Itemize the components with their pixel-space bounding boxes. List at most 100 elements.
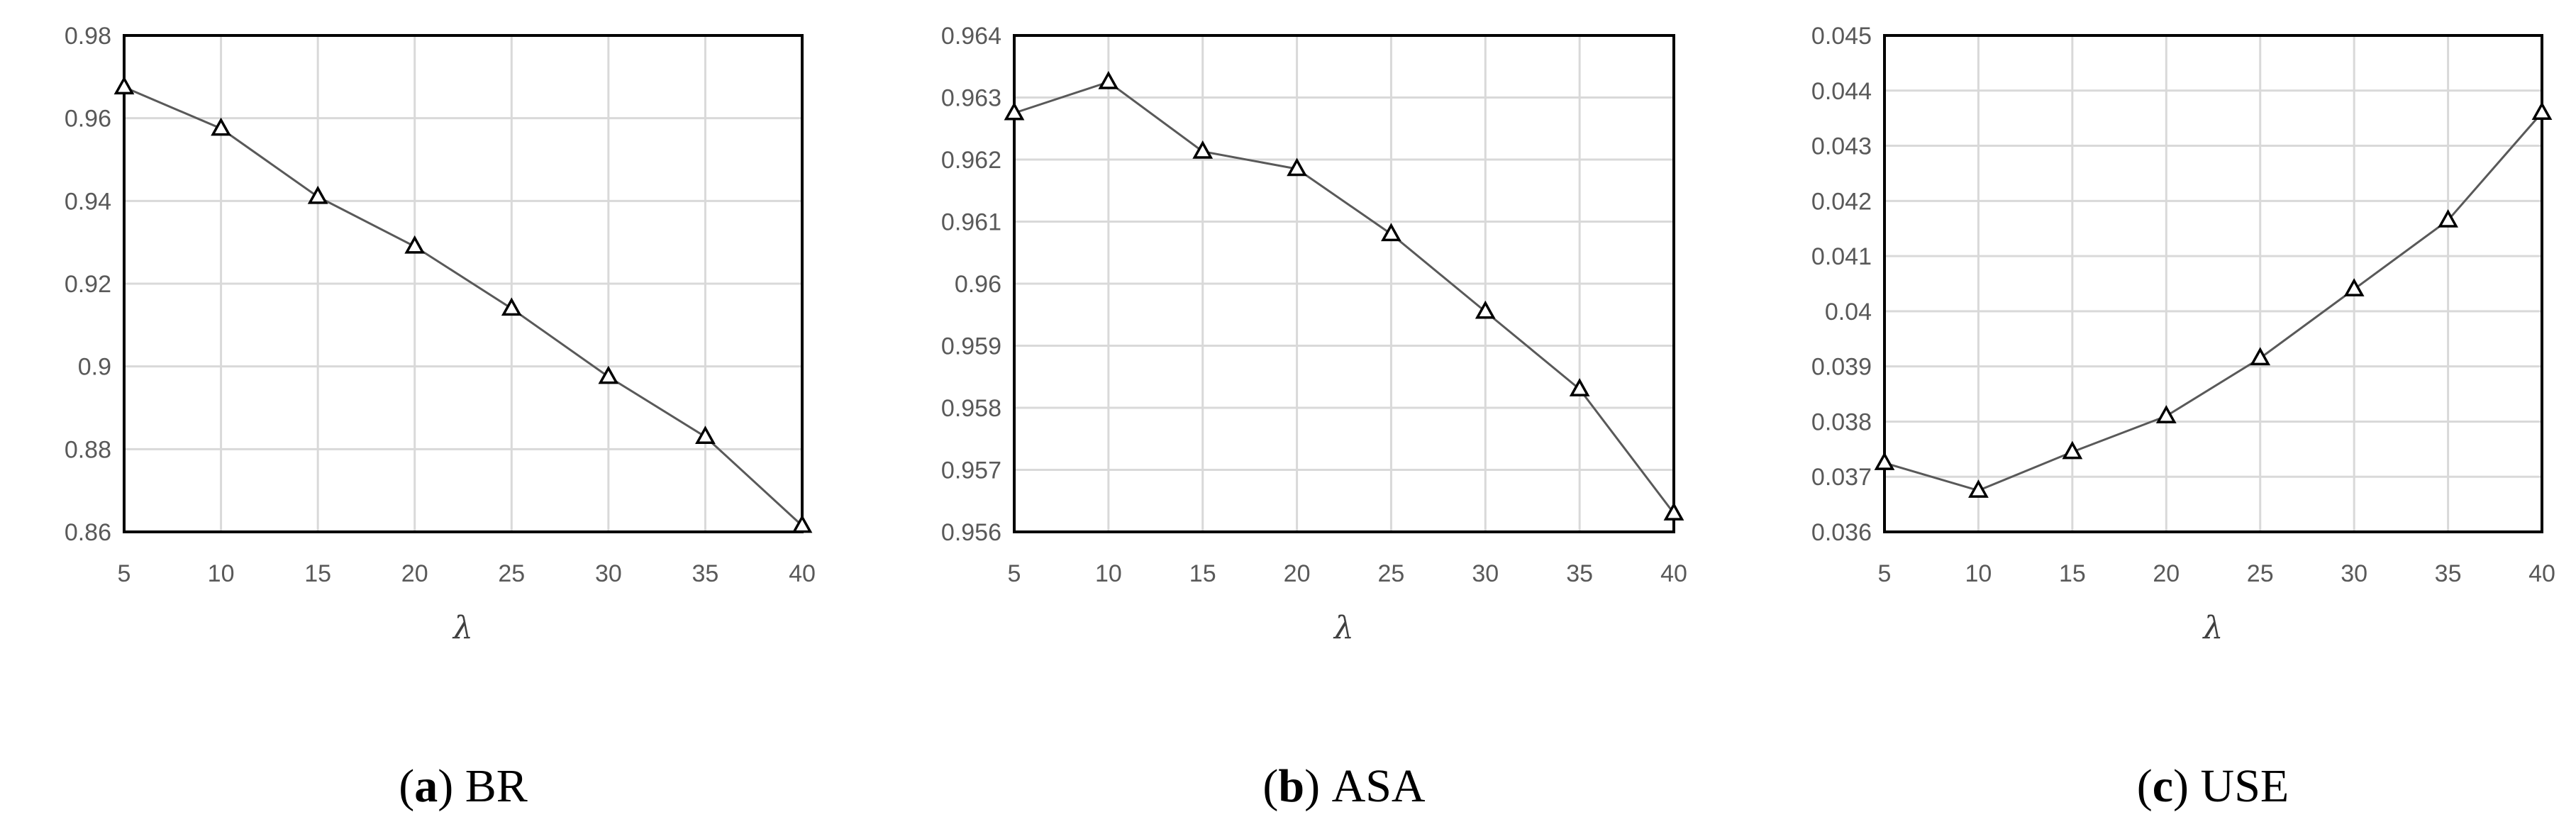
series-line xyxy=(1884,111,2543,492)
data-point-marker xyxy=(113,76,135,95)
caption-close: ) xyxy=(2173,760,2189,812)
x-tick-label: 35 xyxy=(2435,560,2462,587)
data-point-marker xyxy=(1098,71,1119,89)
data-point-marker xyxy=(2343,278,2365,296)
caption-close: ) xyxy=(1304,760,1320,812)
y-tick-label: 0.957 xyxy=(941,457,1001,484)
data-point-marker xyxy=(1192,140,1214,159)
x-tick-label: 30 xyxy=(595,560,622,587)
data-point-marker xyxy=(211,117,231,136)
x-tick-label: 35 xyxy=(1566,560,1593,587)
panel-caption: (c) USE xyxy=(2137,760,2289,812)
x-tick-label: 40 xyxy=(2528,560,2555,587)
x-tick-label: 30 xyxy=(1472,560,1499,587)
y-tick-label: 0.037 xyxy=(1811,464,1872,491)
data-point-marker xyxy=(1968,479,1989,498)
caption-letter: b xyxy=(1278,760,1304,812)
data-point-marker xyxy=(1569,378,1590,396)
data-point-marker xyxy=(404,235,426,254)
x-tick-label: 40 xyxy=(1660,560,1687,587)
data-point-marker xyxy=(2250,347,2271,366)
y-tick-label: 0.039 xyxy=(1811,354,1872,381)
y-tick-label: 0.88 xyxy=(65,436,111,463)
caption-text: BR xyxy=(465,760,528,812)
x-axis-label: λ xyxy=(2202,610,2224,646)
x-tick-label: 20 xyxy=(2153,560,2180,587)
panel-caption: (b) ASA xyxy=(1262,760,1426,812)
data-point-marker xyxy=(2438,208,2458,228)
x-tick-label: 25 xyxy=(1378,560,1405,587)
caption-letter: a xyxy=(414,760,438,812)
y-tick-label: 0.036 xyxy=(1811,519,1872,546)
x-tick-label: 25 xyxy=(498,560,525,587)
data-point-marker xyxy=(501,297,522,316)
y-tick-label: 0.94 xyxy=(65,188,111,215)
caption-open: ( xyxy=(1262,760,1278,812)
data-point-marker xyxy=(1287,157,1307,177)
data-point-marker xyxy=(2155,405,2177,423)
caption-text: USE xyxy=(2201,760,2289,812)
y-tick-label: 0.042 xyxy=(1811,188,1872,215)
caption-spacer xyxy=(453,760,465,812)
x-tick-label: 15 xyxy=(1189,560,1216,587)
x-tick-label: 30 xyxy=(2341,560,2367,587)
y-tick-label: 0.959 xyxy=(941,333,1001,360)
data-point-marker xyxy=(598,365,619,384)
data-point-marker xyxy=(2062,440,2083,460)
y-tick-label: 0.045 xyxy=(1811,23,1872,50)
data-point-marker xyxy=(695,426,716,444)
y-tick-label: 0.956 xyxy=(941,519,1001,546)
data-point-marker xyxy=(792,514,813,533)
x-tick-label: 20 xyxy=(401,560,428,587)
data-point-marker xyxy=(1004,101,1025,121)
data-point-marker xyxy=(2531,101,2553,121)
chart-panel: 0.956 0.957 0.958 0.959 0.96 0.961 0.962 0.963 0… xyxy=(941,23,1687,812)
chart-panel: 0.036 0.037 0.038 0.039 0.04 0.041 0.042 0.043 0… xyxy=(1811,23,2555,812)
data-point-marker xyxy=(1874,452,1895,470)
x-axis-label: λ xyxy=(452,610,473,646)
x-tick-label: 10 xyxy=(1095,560,1122,587)
x-tick-label: 15 xyxy=(2059,560,2086,587)
panel-caption: (a) BR xyxy=(399,760,528,812)
y-tick-label: 0.958 xyxy=(941,395,1001,422)
x-tick-label: 10 xyxy=(1965,560,1992,587)
y-tick-label: 0.961 xyxy=(941,209,1001,236)
x-axis-label: λ xyxy=(1333,610,1354,646)
y-tick-label: 0.964 xyxy=(941,23,1001,50)
caption-close: ) xyxy=(438,760,453,812)
y-tick-label: 0.963 xyxy=(941,85,1001,112)
y-tick-label: 0.98 xyxy=(65,23,111,50)
x-tick-label: 25 xyxy=(2247,560,2274,587)
chart-panel: 0.86 0.88 0.9 0.92 0.94 0.96 0.98 5 10 15 20 25 30 35… xyxy=(65,23,816,812)
y-tick-label: 0.043 xyxy=(1811,133,1872,160)
x-tick-label: 15 xyxy=(304,560,331,587)
x-tick-label: 20 xyxy=(1284,560,1311,587)
x-tick-label: 35 xyxy=(692,560,719,587)
y-tick-label: 0.92 xyxy=(65,271,111,298)
caption-spacer xyxy=(1320,760,1332,812)
y-tick-label: 0.044 xyxy=(1811,78,1872,105)
data-point-marker xyxy=(307,185,328,204)
caption-letter: c xyxy=(2153,760,2173,812)
y-tick-label: 0.9 xyxy=(78,354,111,381)
series-line xyxy=(123,86,804,527)
x-tick-label: 10 xyxy=(208,560,235,587)
x-tick-label: 5 xyxy=(118,560,131,587)
plot-frame xyxy=(123,34,804,533)
y-tick-label: 0.041 xyxy=(1811,243,1872,270)
caption-open: ( xyxy=(399,760,414,812)
caption-spacer xyxy=(2189,760,2201,812)
data-point-marker xyxy=(1663,502,1684,521)
data-point-marker xyxy=(1381,223,1401,242)
series-line xyxy=(1014,80,1675,514)
data-point-marker xyxy=(1475,300,1496,319)
caption-text: ASA xyxy=(1332,760,1426,812)
caption-open: ( xyxy=(2137,760,2153,812)
x-tick-label: 5 xyxy=(1008,560,1021,587)
x-tick-label: 40 xyxy=(789,560,816,587)
y-tick-label: 0.96 xyxy=(955,271,1001,298)
y-tick-label: 0.04 xyxy=(1825,299,1872,326)
y-tick-label: 0.038 xyxy=(1811,408,1872,435)
y-tick-label: 0.96 xyxy=(65,106,111,133)
